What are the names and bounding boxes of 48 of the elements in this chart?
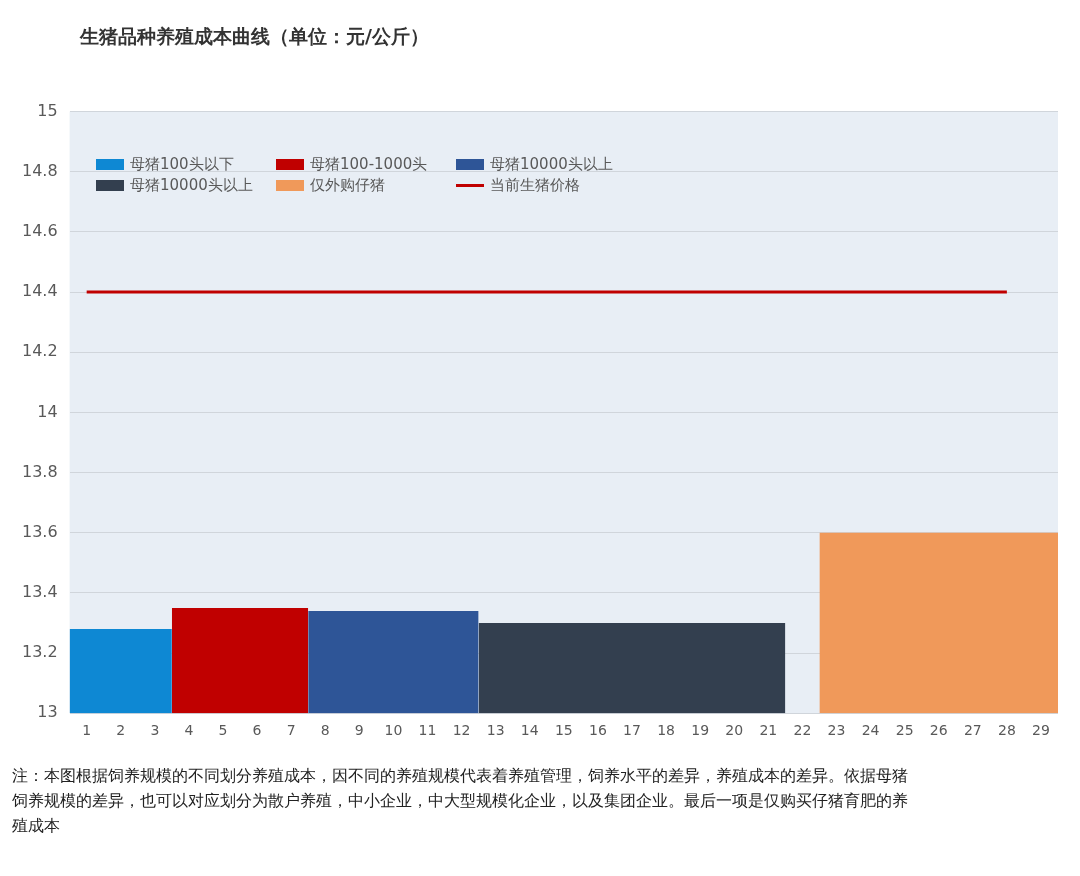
- x-tick-label: 11: [418, 722, 437, 739]
- x-tick-label: 22: [793, 722, 812, 739]
- x-tick-label: 10: [384, 722, 403, 739]
- x-tick-label: 27: [963, 722, 982, 739]
- x-tick-label: 7: [286, 722, 296, 739]
- y-tick-label: 14.8: [22, 160, 58, 180]
- x-tick-label: 25: [895, 722, 914, 739]
- x-tick-label: 2: [116, 722, 126, 739]
- y-tick-label: 13.6: [22, 521, 58, 541]
- y-tick-label: 15: [37, 100, 58, 120]
- legend-label: 母猪100-1000头: [310, 155, 428, 174]
- x-tick-label: 18: [657, 722, 675, 739]
- x-tick-label: 13: [486, 722, 505, 739]
- y-tick-label: 14: [37, 401, 58, 421]
- x-tick-label: 19: [691, 722, 710, 739]
- x-tick-label: 16: [588, 722, 607, 739]
- x-tick-label: 20: [725, 722, 744, 739]
- chart-title: 生猪品种养殖成本曲线（单位：元/公斤）: [80, 24, 429, 49]
- x-tick-label: 4: [184, 722, 194, 739]
- x-tick-label: 8: [320, 722, 330, 739]
- x-tick-label: 28: [997, 722, 1016, 739]
- text: 注：本图根据饲养规模的不同划分养殖成本，因不同的养殖规模代表着养殖管理，饲养水平的差异，养殖成本的差异。依据母猪饲养规模的差异，也可以对应划分为散户养殖，中小企业，中大型规模化企业，以及集团企业。最后一项是仅购买仔猪育肥的养殖成本: [12, 766, 909, 837]
- x-tick-label: 29: [1032, 722, 1050, 739]
- x-tick-label: 1: [82, 722, 92, 739]
- y-tick-label: 13: [37, 702, 58, 722]
- x-tick-label: 14: [520, 722, 539, 739]
- x-tick-label: 23: [827, 722, 846, 739]
- x-tick-label: 3: [150, 722, 160, 739]
- x-tick-label: 5: [218, 722, 228, 739]
- legend-label: 当前生猪价格: [490, 176, 580, 195]
- x-tick-label: 6: [252, 722, 262, 739]
- y-tick-label: 13.2: [22, 642, 58, 662]
- legend-label: 母猪10000头以上: [130, 176, 253, 195]
- y-tick-label: 13.8: [22, 461, 58, 481]
- x-tick-label: 21: [759, 722, 778, 739]
- legend-label: 母猪100头以下: [130, 155, 234, 174]
- x-tick-label: 12: [452, 722, 471, 739]
- x-tick-label: 9: [354, 722, 364, 739]
- y-tick-label: 14.6: [22, 221, 58, 241]
- y-tick-label: 13.4: [22, 582, 58, 602]
- x-tick-label: 24: [861, 722, 880, 739]
- x-tick-label: 15: [554, 722, 573, 739]
- legend-label: 母猪10000头以上: [490, 155, 613, 174]
- y-tick-label: 14.4: [22, 281, 58, 301]
- x-tick-label: 17: [623, 722, 641, 739]
- legend-label: 仅外购仔猪: [310, 176, 385, 195]
- x-tick-label: 26: [929, 722, 948, 739]
- y-tick-label: 14.2: [22, 341, 58, 361]
